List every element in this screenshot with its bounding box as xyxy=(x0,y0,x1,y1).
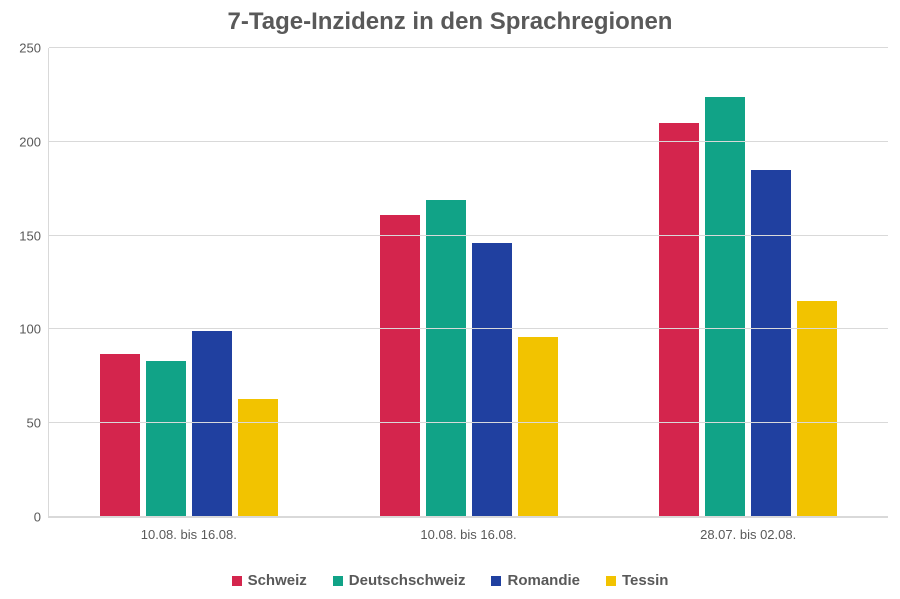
x-axis-label: 10.08. bis 16.08. xyxy=(141,517,237,542)
incidence-bar-chart: 7-Tage-Inzidenz in den Sprachregionen 10… xyxy=(0,0,900,599)
y-axis-label: 200 xyxy=(19,134,49,149)
legend-label: Schweiz xyxy=(248,572,307,589)
legend-swatch xyxy=(333,576,343,586)
bar-group: 10.08. bis 16.08. xyxy=(329,48,609,517)
bar-group: 28.07. bis 02.08. xyxy=(608,48,888,517)
legend-label: Deutschschweiz xyxy=(349,572,466,589)
y-axis-label: 0 xyxy=(34,510,49,525)
bar xyxy=(659,123,699,517)
grid-line: 0 xyxy=(49,516,888,517)
legend-swatch xyxy=(491,576,501,586)
y-axis-label: 50 xyxy=(27,416,49,431)
bar-groups: 10.08. bis 16.08.10.08. bis 16.08.28.07.… xyxy=(49,48,888,517)
bar xyxy=(797,301,837,517)
grid-line: 100 xyxy=(49,328,888,329)
chart-title: 7-Tage-Inzidenz in den Sprachregionen xyxy=(0,8,900,36)
bar xyxy=(238,399,278,517)
legend-label: Tessin xyxy=(622,572,668,589)
plot-area: 10.08. bis 16.08.10.08. bis 16.08.28.07.… xyxy=(48,48,888,518)
y-axis-label: 150 xyxy=(19,228,49,243)
x-axis-label: 28.07. bis 02.08. xyxy=(700,517,796,542)
y-axis-label: 100 xyxy=(19,322,49,337)
bar xyxy=(426,200,466,517)
grid-line: 150 xyxy=(49,235,888,236)
legend: Schweiz Deutschschweiz Romandie Tessin xyxy=(0,572,900,589)
bar xyxy=(100,354,140,517)
legend-swatch xyxy=(232,576,242,586)
legend-item: Deutschschweiz xyxy=(333,572,466,589)
bar-group: 10.08. bis 16.08. xyxy=(49,48,329,517)
y-axis-label: 250 xyxy=(19,41,49,56)
legend-item: Romandie xyxy=(491,572,580,589)
legend-label: Romandie xyxy=(507,572,580,589)
grid-line: 200 xyxy=(49,141,888,142)
bar xyxy=(472,243,512,517)
x-axis-label: 10.08. bis 16.08. xyxy=(420,517,516,542)
grid-line: 50 xyxy=(49,422,888,423)
bar xyxy=(380,215,420,517)
legend-item: Tessin xyxy=(606,572,668,589)
legend-item: Schweiz xyxy=(232,572,307,589)
bar xyxy=(751,170,791,517)
bar xyxy=(518,337,558,517)
legend-swatch xyxy=(606,576,616,586)
bar xyxy=(705,97,745,517)
grid-line: 250 xyxy=(49,47,888,48)
bar xyxy=(192,331,232,517)
bar xyxy=(146,361,186,517)
